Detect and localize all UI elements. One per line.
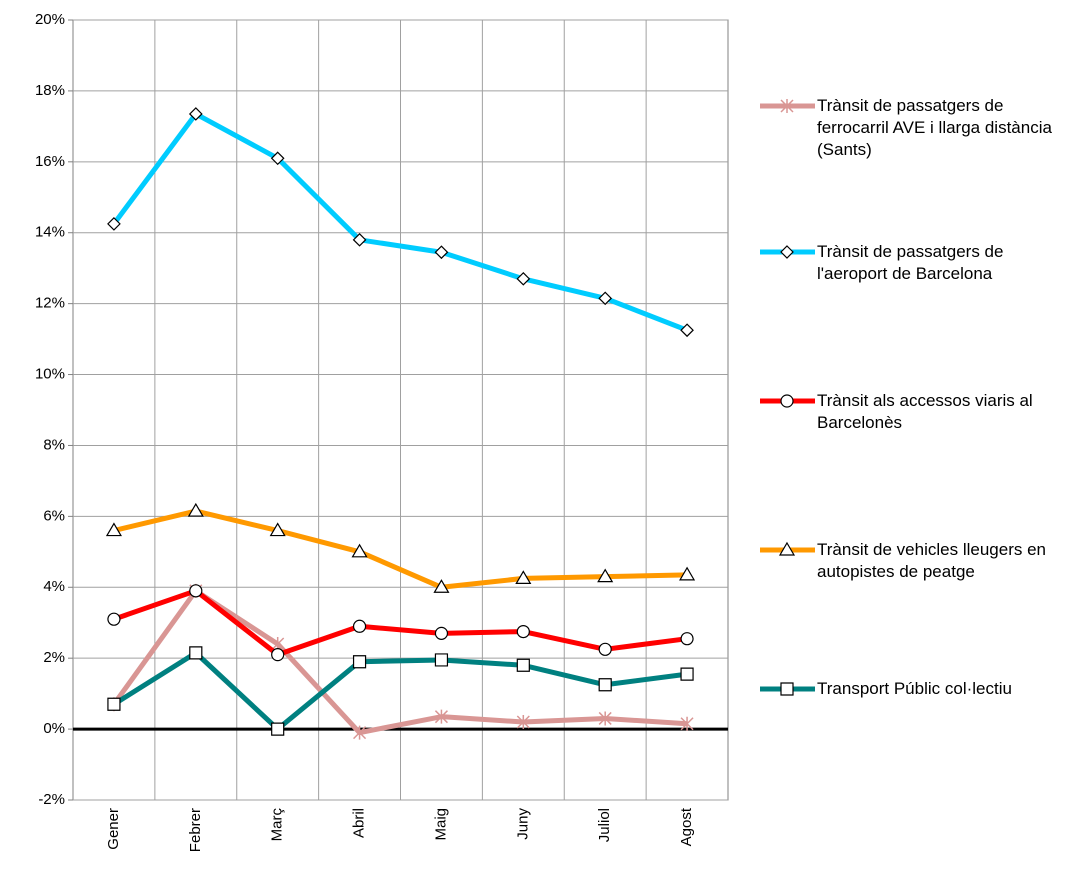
- point-marker: [434, 709, 448, 724]
- point-marker: [353, 725, 367, 740]
- legend-label: Trànsit de vehicles lleugers en autopist…: [817, 540, 1046, 581]
- point-marker: [352, 619, 367, 633]
- series-line: [113, 508, 688, 590]
- point-marker: [271, 648, 285, 662]
- y-tick-label: 10%: [35, 366, 65, 383]
- x-tick-label: Abril: [351, 808, 368, 838]
- point-marker: [105, 522, 122, 537]
- point-marker: [598, 291, 613, 306]
- series-line: [112, 650, 688, 732]
- y-tick-label: 16%: [35, 153, 65, 170]
- point-marker: [187, 502, 204, 517]
- point-marker: [680, 323, 694, 338]
- point-marker: [598, 678, 612, 692]
- y-tick-label: 4%: [43, 578, 65, 595]
- point-marker: [597, 568, 614, 583]
- x-tick-label: Març: [269, 808, 286, 842]
- point-marker: [680, 716, 694, 731]
- point-marker: [598, 642, 612, 656]
- point-marker: [189, 646, 203, 660]
- legend-marker: [780, 682, 794, 696]
- y-tick-label: 12%: [35, 295, 65, 312]
- x-tick-label: Maig: [432, 808, 449, 841]
- y-tick-label: 0%: [43, 720, 65, 737]
- legend-marker: [780, 394, 794, 408]
- legend-label: Transport Públic col·lectiu: [817, 679, 1012, 698]
- y-tick-label: 2%: [43, 649, 65, 666]
- point-marker: [598, 711, 612, 726]
- x-tick-label: Juliol: [596, 808, 613, 842]
- series-line: [111, 111, 688, 333]
- point-marker: [433, 579, 450, 593]
- point-marker: [679, 566, 696, 581]
- point-marker: [269, 522, 286, 537]
- point-marker: [516, 271, 531, 286]
- y-tick-label: 6%: [43, 507, 65, 524]
- y-tick-label: 20%: [35, 11, 65, 28]
- x-tick-label: Juny: [514, 808, 531, 840]
- y-tick-label: -2%: [38, 791, 65, 808]
- point-marker: [107, 697, 121, 711]
- point-marker: [516, 624, 530, 639]
- series-line: [113, 588, 688, 658]
- x-tick-label: Febrer: [187, 808, 204, 852]
- legend-marker: [778, 541, 796, 556]
- point-marker: [107, 217, 121, 231]
- point-marker: [516, 658, 530, 672]
- point-marker: [434, 653, 449, 667]
- legend-label: Trànsit de passatgers de ferrocarril AVE…: [817, 96, 1052, 159]
- point-marker: [189, 584, 203, 598]
- legend-marker: [780, 245, 794, 259]
- point-marker: [680, 632, 694, 646]
- legend-label: Trànsit als accessos viaris al Barcelonè…: [817, 391, 1033, 432]
- point-marker: [352, 655, 367, 669]
- y-tick-label: 14%: [35, 224, 65, 241]
- point-marker: [352, 232, 367, 247]
- point-marker: [271, 722, 285, 736]
- point-marker: [188, 107, 203, 121]
- point-marker: [680, 667, 694, 681]
- point-marker: [516, 715, 530, 729]
- point-marker: [434, 626, 449, 640]
- legend-marker: [780, 99, 794, 113]
- point-marker: [434, 245, 449, 260]
- point-marker: [270, 151, 285, 166]
- x-tick-label: Gener: [105, 808, 122, 850]
- x-tick-label: Agost: [678, 807, 695, 846]
- point-marker: [515, 570, 532, 585]
- legend-label: Trànsit de passatgers de l'aeroport de B…: [817, 242, 1004, 283]
- y-tick-label: 8%: [43, 436, 65, 453]
- point-marker: [351, 543, 368, 558]
- point-marker: [107, 612, 121, 626]
- y-tick-label: 18%: [35, 82, 65, 99]
